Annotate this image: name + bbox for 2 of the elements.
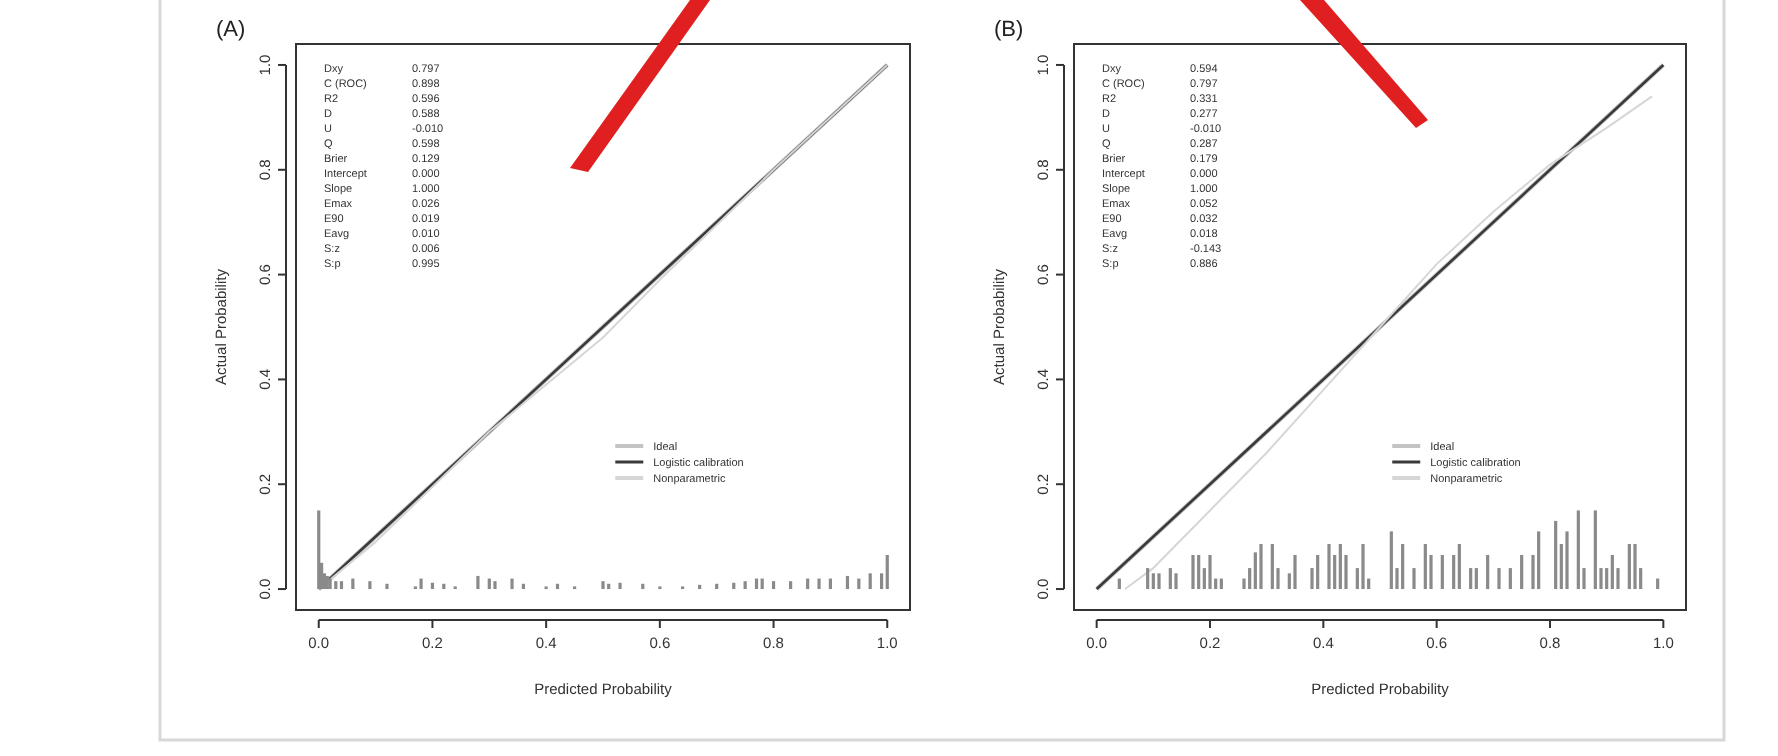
chart-title: (A) (216, 18, 246, 42)
chart-title: (B) (994, 18, 1024, 42)
